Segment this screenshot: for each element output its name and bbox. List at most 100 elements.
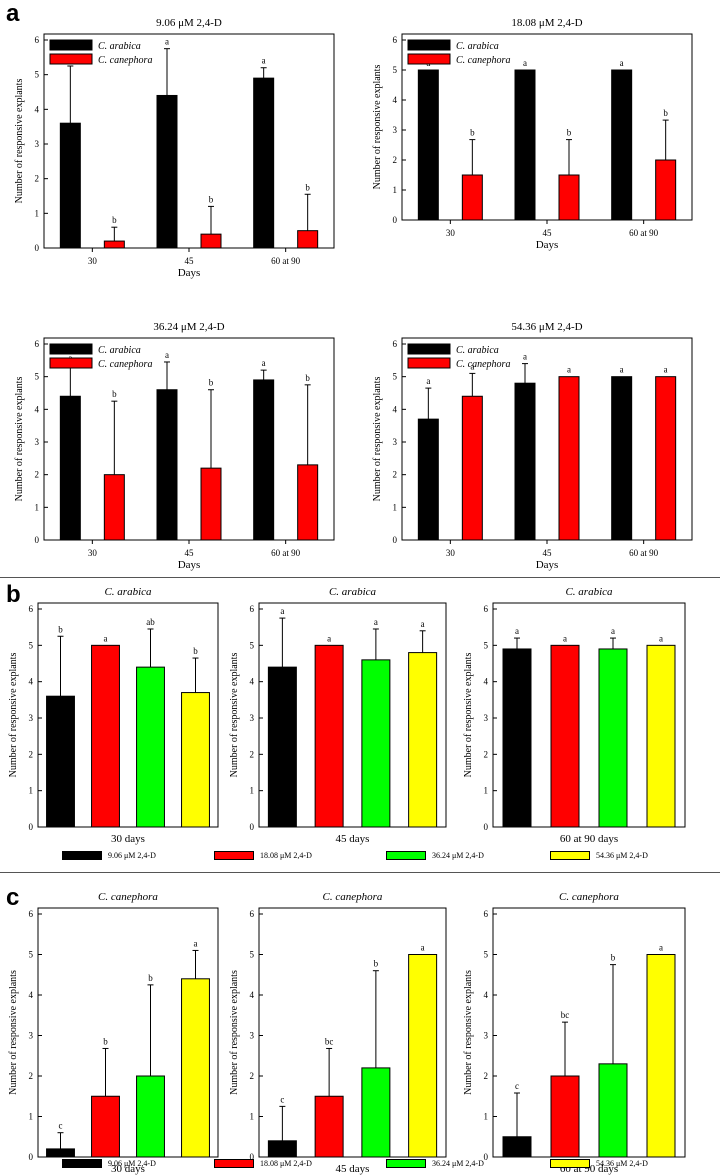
bar bbox=[253, 77, 275, 249]
y-tick-label: 4 bbox=[484, 677, 489, 687]
bar bbox=[550, 1075, 580, 1158]
y-tick-label: 2 bbox=[393, 155, 398, 165]
bar bbox=[46, 695, 75, 828]
significance-letter: b bbox=[209, 378, 214, 388]
y-tick-label: 2 bbox=[35, 174, 40, 184]
y-tick-label: 6 bbox=[393, 339, 398, 349]
significance-letter: b bbox=[58, 624, 63, 634]
x-axis-label: 30 days bbox=[111, 1163, 145, 1175]
x-tick-label: 30 bbox=[88, 548, 98, 558]
y-tick-label: 4 bbox=[250, 990, 255, 1000]
significance-letter: b bbox=[611, 953, 616, 963]
significance-letter: b bbox=[209, 194, 214, 204]
bar bbox=[181, 978, 210, 1158]
y-tick-label: 4 bbox=[29, 677, 34, 687]
significance-letter: b bbox=[148, 973, 153, 983]
legend-c-item-2: 18.08 μM 2,4-D bbox=[214, 1159, 312, 1168]
bar bbox=[646, 954, 676, 1158]
chart-b1: C. arabica 0 1 2 3 4 5 6 Number of responsive ex… bbox=[8, 586, 219, 845]
bar bbox=[361, 659, 391, 828]
y-tick-label: 0 bbox=[29, 1152, 34, 1162]
legend-label: C. arabica bbox=[98, 345, 141, 356]
significance-letter: a bbox=[165, 350, 169, 360]
chart-title: C. arabica bbox=[565, 586, 613, 598]
bar bbox=[314, 644, 344, 828]
significance-letter: a bbox=[563, 633, 567, 643]
legend-swatch bbox=[407, 53, 451, 65]
y-tick-label: 1 bbox=[393, 502, 398, 512]
panel-label-b: b bbox=[6, 581, 21, 608]
legend-swatch bbox=[49, 39, 93, 51]
y-tick-label: 5 bbox=[29, 950, 34, 960]
significance-letter: a bbox=[620, 365, 624, 375]
legend-swatch bbox=[407, 39, 451, 51]
panel-label-c: c bbox=[6, 884, 20, 911]
y-tick-label: 3 bbox=[29, 713, 34, 723]
y-tick-label: 4 bbox=[250, 677, 255, 687]
bar bbox=[103, 240, 125, 249]
significance-letter: a bbox=[104, 633, 108, 643]
x-tick-label: 45 bbox=[543, 228, 553, 238]
plot-frame bbox=[258, 602, 447, 828]
legend-label: C. canephora bbox=[98, 55, 152, 66]
significance-letter: c bbox=[280, 1094, 284, 1104]
legend-label: 18.08 μM 2,4-D bbox=[260, 851, 312, 860]
legend-swatch bbox=[407, 357, 451, 369]
legend-label: 9.06 μM 2,4-D bbox=[108, 851, 156, 860]
legend-b: 9.06 μM 2,4-D 18.08 μM 2,4-D 36.24 μM 2,… bbox=[0, 851, 720, 865]
y-tick-label: 1 bbox=[393, 185, 398, 195]
bar bbox=[514, 69, 536, 221]
plot-frame bbox=[43, 33, 335, 249]
y-tick-label: 5 bbox=[35, 70, 40, 80]
chart-b2: C. arabica 0 1 2 3 4 5 6 Number of responsive ex… bbox=[229, 586, 447, 845]
chart-title: C. canephora bbox=[559, 891, 619, 903]
chart-title: C. arabica bbox=[104, 586, 152, 598]
x-tick-label: 60 at 90 bbox=[271, 548, 300, 558]
legend-c-item-4: 54.36 μM 2,4-D bbox=[550, 1159, 648, 1168]
y-axis-label: Number of responsive explants bbox=[229, 970, 240, 1095]
x-axis-label: Days bbox=[178, 559, 201, 571]
y-tick-label: 0 bbox=[35, 535, 40, 545]
significance-letter: bc bbox=[561, 1010, 570, 1020]
plot-frame bbox=[492, 907, 686, 1158]
y-tick-label: 4 bbox=[393, 404, 398, 414]
legend-swatch bbox=[49, 53, 93, 65]
legend-label: C. arabica bbox=[456, 345, 499, 356]
y-tick-label: 1 bbox=[35, 208, 40, 218]
y-tick-label: 1 bbox=[484, 1112, 489, 1122]
y-tick-label: 3 bbox=[484, 1031, 489, 1041]
y-tick-label: 4 bbox=[393, 95, 398, 105]
y-tick-label: 2 bbox=[250, 1071, 255, 1081]
legend-swatch bbox=[62, 1159, 102, 1168]
y-tick-label: 6 bbox=[29, 909, 34, 919]
bar bbox=[558, 376, 580, 541]
y-tick-label: 1 bbox=[29, 786, 34, 796]
bar bbox=[91, 644, 120, 828]
y-tick-label: 3 bbox=[393, 125, 398, 135]
y-tick-label: 2 bbox=[393, 470, 398, 480]
y-tick-label: 0 bbox=[484, 1152, 489, 1162]
bar bbox=[461, 395, 483, 541]
bar bbox=[156, 94, 178, 249]
y-tick-label: 2 bbox=[29, 1071, 34, 1081]
y-axis-label: Number of responsive explants bbox=[14, 79, 25, 204]
panel-label-a: a bbox=[6, 0, 20, 27]
significance-letter: a bbox=[262, 358, 266, 368]
legend-b-item-4: 54.36 μM 2,4-D bbox=[550, 851, 648, 860]
chart-title: 9.06 μM 2,4-D bbox=[156, 17, 222, 29]
x-tick-label: 60 at 90 bbox=[629, 548, 658, 558]
bar bbox=[200, 233, 222, 249]
significance-letter: a bbox=[567, 365, 571, 375]
significance-letter: b bbox=[305, 182, 310, 192]
legend-label: C. canephora bbox=[98, 359, 152, 370]
x-axis-label: Days bbox=[536, 559, 559, 571]
y-tick-label: 2 bbox=[250, 749, 255, 759]
y-tick-label: 6 bbox=[484, 604, 489, 614]
significance-letter: a bbox=[421, 943, 425, 953]
y-tick-label: 6 bbox=[35, 339, 40, 349]
significance-letter: ab bbox=[146, 617, 155, 627]
bar bbox=[514, 382, 536, 541]
legend-swatch bbox=[550, 1159, 590, 1168]
